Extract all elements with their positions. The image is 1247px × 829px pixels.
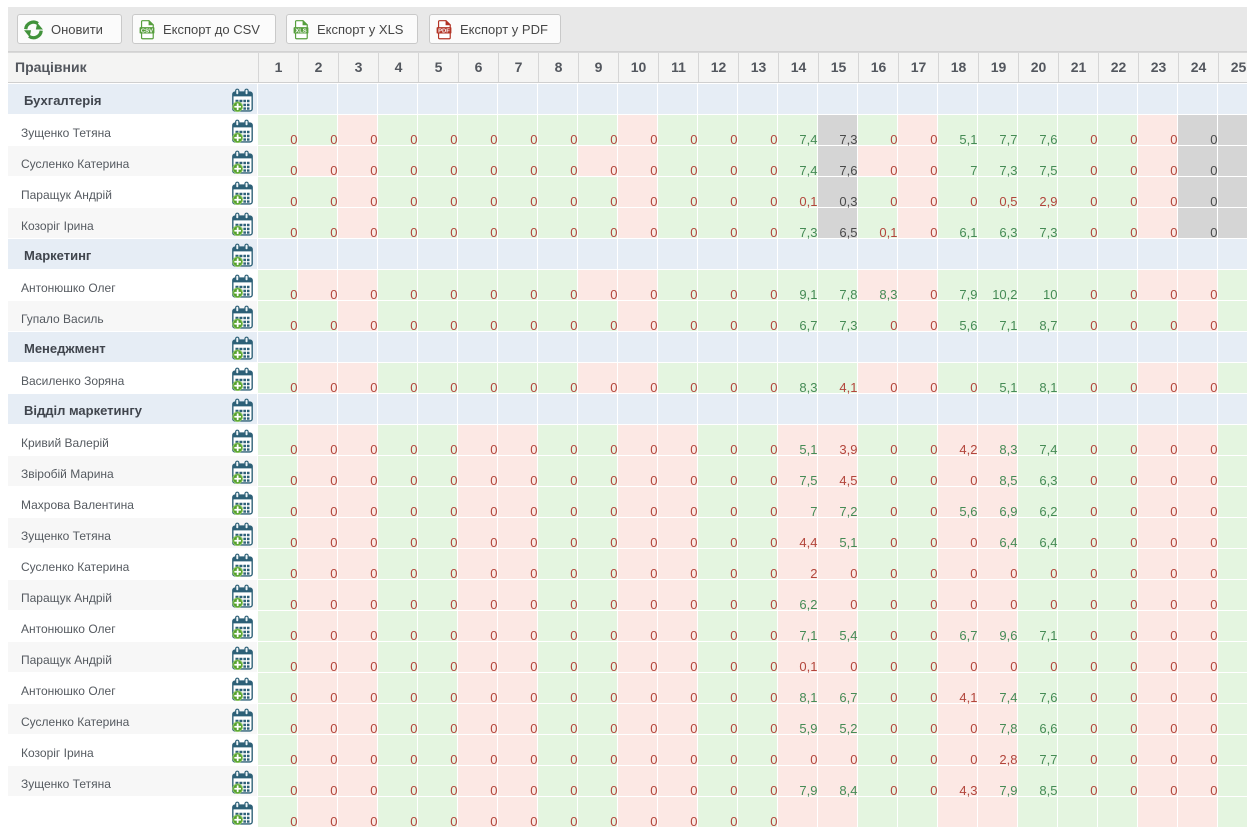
svg-text:CSV: CSV xyxy=(141,28,153,34)
svg-text:XLS: XLS xyxy=(295,28,307,34)
svg-text:PDF: PDF xyxy=(438,28,450,34)
